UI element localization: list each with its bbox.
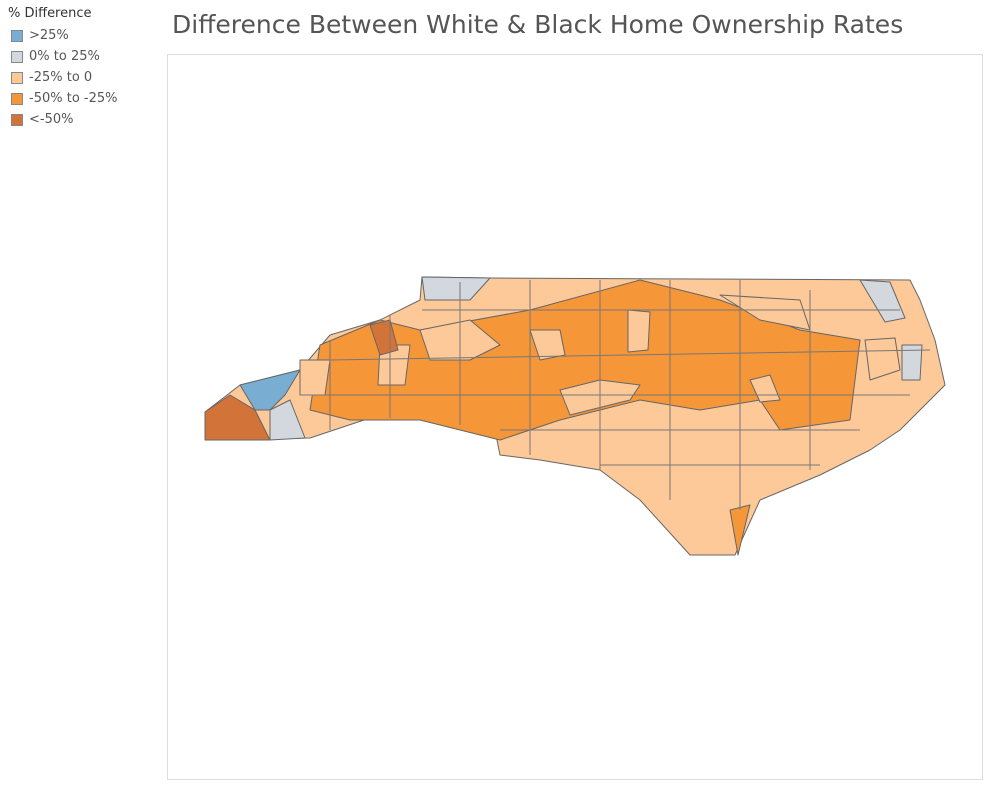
region — [529, 329, 566, 361]
region — [377, 344, 411, 386]
legend-swatch — [11, 113, 23, 126]
legend-item[interactable]: >25% — [8, 25, 118, 46]
legend-item[interactable]: 0% to 25% — [8, 46, 118, 67]
legend-swatch — [11, 50, 23, 63]
region — [369, 319, 399, 356]
region — [901, 344, 923, 381]
legend-label: >25% — [29, 28, 69, 43]
legend-title: % Difference — [8, 6, 92, 21]
region — [627, 309, 651, 353]
legend-swatch — [11, 92, 23, 105]
region — [421, 276, 491, 301]
legend-label: -25% to 0 — [29, 70, 93, 85]
region — [859, 279, 906, 323]
legend-label: <-50% — [29, 112, 74, 127]
legend-item[interactable]: -50% to -25% — [8, 88, 118, 109]
region — [269, 399, 306, 441]
region — [239, 369, 301, 411]
county-lines — [300, 280, 931, 510]
map-frame — [167, 54, 983, 780]
region — [299, 359, 331, 396]
legend-label: 0% to 25% — [29, 49, 100, 64]
legend-swatch — [11, 71, 23, 84]
legend-swatch — [11, 29, 23, 42]
legend-items: >25% 0% to 25% -25% to 0 -50% to -25% <-50% — [8, 25, 118, 130]
title: Difference Between White & Black Home Ow… — [172, 10, 904, 39]
region — [864, 337, 901, 381]
legend-item[interactable]: <-50% — [8, 109, 118, 130]
region — [204, 394, 271, 441]
legend-label: -50% to -25% — [29, 91, 118, 106]
legend: % Difference >25% 0% to 25% -25% to 0 -50% … — [8, 6, 118, 130]
legend-item[interactable]: -25% to 0 — [8, 67, 118, 88]
